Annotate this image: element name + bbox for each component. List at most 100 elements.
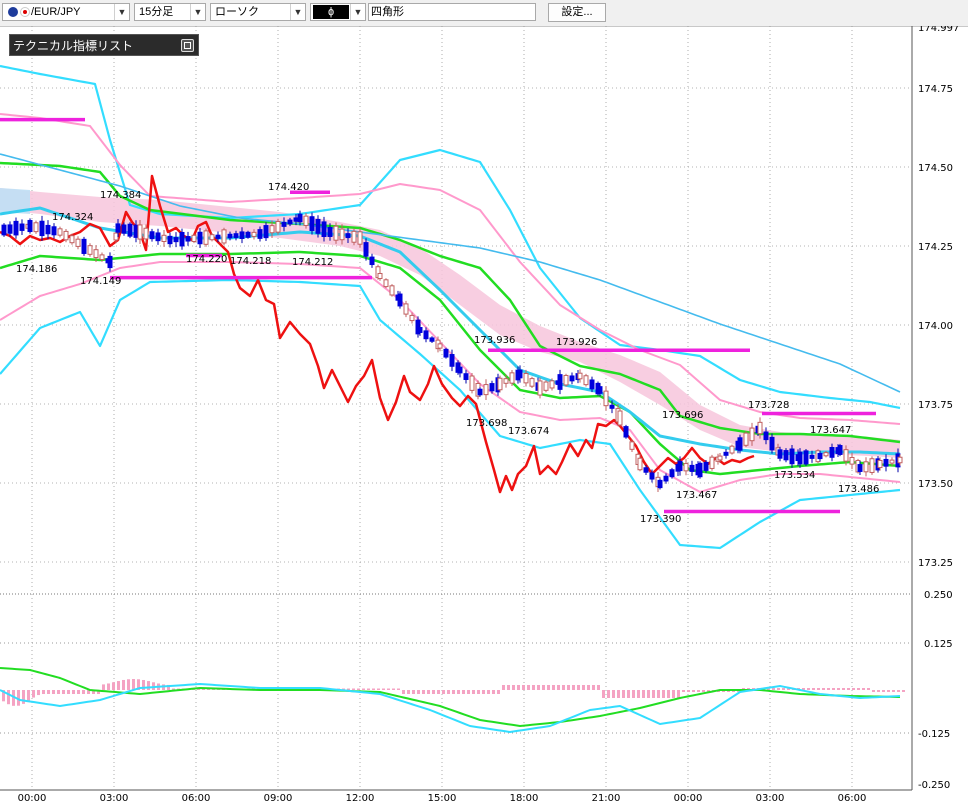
candle-bullish	[743, 432, 749, 446]
price-label: 174.220	[186, 254, 227, 265]
candle-bullish	[33, 222, 39, 233]
candle-bearish	[803, 450, 809, 465]
candle-bearish	[149, 231, 155, 240]
symbol-select[interactable]: /EUR/JPY ▼	[2, 3, 130, 21]
macd-histogram-bar	[622, 690, 625, 698]
macd-histogram-bar	[392, 688, 395, 690]
x-axis-tick-label: 18:00	[510, 793, 539, 804]
macd-histogram-bar	[452, 690, 455, 694]
bollinger-lower-inner	[0, 261, 901, 493]
price-label: 173.647	[810, 425, 851, 436]
candle-bullish	[577, 372, 583, 380]
candle-bearish	[245, 231, 251, 238]
candle-bearish	[287, 219, 293, 225]
macd-histogram-bar	[902, 690, 905, 692]
candle-bearish	[81, 238, 87, 254]
candle-bullish	[377, 272, 383, 280]
candle-bullish	[897, 456, 903, 464]
macd-histogram-bar	[517, 685, 520, 690]
candle-bullish	[683, 463, 689, 472]
macd-histogram-bar	[12, 690, 15, 706]
macd-histogram-bar	[27, 690, 30, 701]
macd-histogram-bar	[7, 690, 10, 705]
macd-histogram-bar	[132, 679, 135, 690]
candle-bearish	[309, 216, 315, 231]
settings-button[interactable]: 設定...	[548, 3, 606, 22]
timeframe-value: 15分足	[139, 6, 174, 18]
chevron-down-icon[interactable]: ▼	[290, 4, 305, 20]
candle-bearish	[315, 218, 321, 234]
chart-type-select[interactable]: ローソク ▼	[210, 3, 306, 21]
macd-histogram-bar	[817, 688, 820, 690]
candle-bullish	[57, 228, 63, 236]
candle-bullish	[221, 229, 227, 244]
timeframe-select[interactable]: 15分足 ▼	[134, 3, 206, 21]
candle-bearish	[397, 293, 403, 307]
candle-bearish	[345, 233, 351, 239]
candle-bullish	[537, 380, 543, 396]
macd-histogram-bar	[457, 690, 460, 694]
candle-bullish	[137, 224, 143, 240]
macd-histogram-bar	[367, 688, 370, 690]
macd-histogram-bar	[897, 690, 900, 692]
macd-histogram-bar	[562, 685, 565, 690]
candle-bearish	[121, 224, 127, 234]
candle-bearish	[197, 231, 203, 245]
macd-histogram-bar	[687, 690, 690, 692]
candle-bearish	[449, 354, 455, 367]
candle-bullish	[403, 303, 409, 315]
candle-bearish	[569, 375, 575, 382]
macd-histogram-bar	[857, 688, 860, 690]
candle-bearish	[39, 220, 45, 237]
candle-bearish	[417, 327, 423, 333]
macd-histogram-bar	[172, 688, 175, 690]
macd-histogram-bar	[642, 690, 645, 698]
price-labels: 174.384 174.324 174.186 174.149 174.420 174.2…	[16, 182, 879, 525]
candle-bullish	[269, 225, 275, 234]
macd-histogram-bar	[362, 688, 365, 690]
candle-bullish	[869, 458, 875, 473]
price-label: 174.186	[16, 264, 57, 275]
macd-histogram-bar	[2, 690, 5, 702]
macd-histogram-bar	[502, 685, 505, 690]
candle-bullish	[563, 374, 569, 386]
candle-bearish	[281, 221, 287, 227]
macd-histogram-bar	[72, 690, 75, 694]
candle-bearish	[27, 219, 33, 233]
price-label: 174.324	[52, 212, 93, 223]
candle-bearish	[837, 445, 843, 455]
macd-histogram-bar	[447, 690, 450, 694]
y-axis-tick-label: 173.25	[918, 558, 953, 569]
chevron-down-icon[interactable]: ▼	[350, 4, 365, 20]
candle-bullish	[497, 377, 503, 391]
color-select[interactable]: ɸ ▼	[310, 3, 366, 21]
color-swatch: ɸ	[313, 5, 349, 19]
candle-bullish	[729, 445, 735, 454]
macd-histogram-bar	[42, 690, 45, 695]
macd-histogram-bar	[67, 690, 70, 694]
macd-histogram-bar	[552, 685, 555, 690]
candle-bearish	[363, 242, 369, 257]
macd-histogram-bar	[632, 690, 635, 698]
macd-histogram-bar	[637, 690, 640, 698]
candle-bearish	[723, 451, 729, 456]
macd-histogram-bar	[837, 688, 840, 690]
candle-bearish	[789, 448, 795, 465]
price-label: 174.420	[268, 182, 309, 193]
x-axis-tick-label: 21:00	[592, 793, 621, 804]
minimize-icon[interactable]	[181, 39, 194, 52]
price-label: 173.936	[474, 335, 515, 346]
candle-bearish	[173, 237, 179, 243]
x-axis-tick-label: 03:00	[756, 793, 785, 804]
candle-bearish	[127, 223, 133, 237]
macd-histogram-bar	[867, 688, 870, 690]
candle-bullish	[275, 220, 281, 233]
chevron-down-icon[interactable]: ▼	[114, 4, 129, 20]
candle-bullish	[143, 227, 149, 240]
macd-histogram-bar	[812, 688, 815, 690]
chevron-down-icon[interactable]: ▼	[190, 4, 205, 20]
x-axis-tick-label: 12:00	[346, 793, 375, 804]
drawing-tool-field[interactable]: 四角形	[368, 3, 536, 21]
indicator-list-panel[interactable]: テクニカル指標リスト	[9, 34, 199, 56]
y-axis-tick-label: 174.25	[918, 242, 953, 253]
